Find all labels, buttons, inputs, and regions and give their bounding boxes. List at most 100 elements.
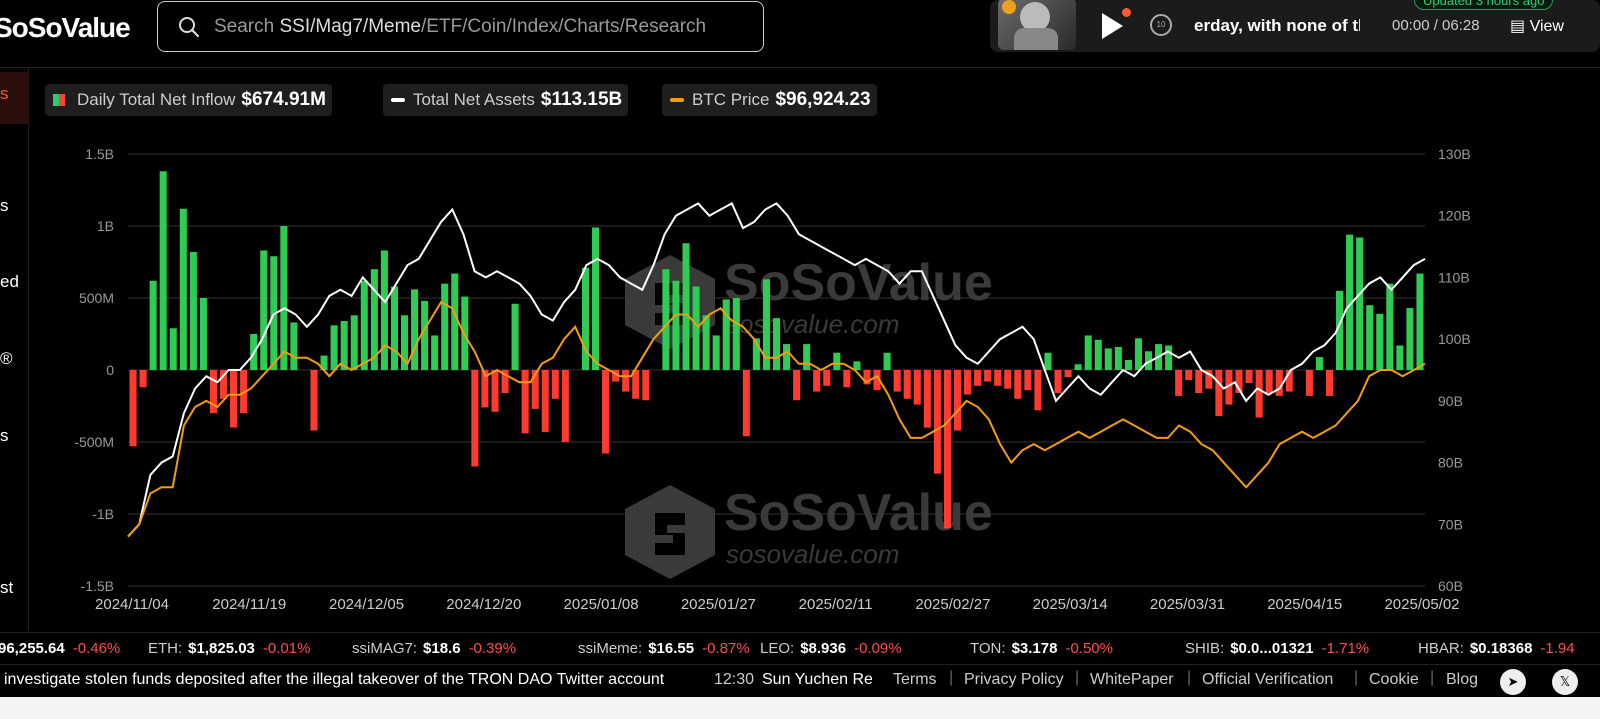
inflow-bar[interactable] [1275, 370, 1283, 396]
inflow-bar[interactable] [1215, 370, 1223, 417]
inflow-bar[interactable] [1114, 346, 1122, 370]
inflow-bar[interactable] [1315, 357, 1323, 370]
inflow-bar[interactable] [1175, 370, 1183, 396]
inflow-bar[interactable] [994, 370, 1002, 386]
inflow-bar[interactable] [1104, 348, 1112, 370]
inflow-bar[interactable] [672, 280, 680, 370]
footer-link-blog[interactable]: Blog [1446, 671, 1479, 688]
view-button[interactable]: ▤ View [1510, 18, 1564, 35]
inflow-bar[interactable] [149, 280, 157, 370]
ticker-item[interactable]: SHIB: $0.0...01321 -1.71% [1185, 640, 1369, 657]
inflow-bar[interactable] [873, 370, 881, 391]
inflow-bar[interactable] [320, 355, 328, 370]
inflow-bar[interactable] [682, 243, 690, 370]
inflow-bar[interactable] [1325, 370, 1334, 396]
inflow-bar[interactable] [541, 370, 549, 432]
inflow-bar[interactable] [943, 370, 951, 529]
inflow-bar[interactable] [843, 370, 851, 388]
footer-link-verification[interactable]: Official Verification [1202, 671, 1334, 688]
inflow-bar[interactable] [1255, 370, 1263, 418]
inflow-bar[interactable] [1406, 308, 1414, 370]
inflow-bar[interactable] [793, 370, 801, 401]
inflow-bar[interactable] [431, 335, 439, 370]
inflow-bar[interactable] [1386, 283, 1394, 370]
inflow-bar[interactable] [1144, 351, 1153, 370]
sidebar-item-5[interactable]: s [0, 426, 9, 445]
inflow-bar[interactable] [1004, 370, 1012, 389]
inflow-bar[interactable] [1024, 370, 1032, 391]
inflow-bar[interactable] [622, 370, 630, 392]
inflow-bar[interactable] [722, 299, 730, 370]
footer-link-cookie[interactable]: Cookie [1369, 671, 1419, 688]
inflow-bar[interactable] [501, 370, 509, 394]
inflow-bar[interactable] [290, 322, 298, 370]
ticker-item[interactable]: HBAR: $0.18368 -1.94 [1418, 640, 1575, 657]
inflow-bar[interactable] [632, 370, 640, 399]
sidebar-item-2[interactable]: s [0, 196, 9, 215]
inflow-bar[interactable] [752, 338, 760, 370]
inflow-bar[interactable] [1225, 370, 1233, 405]
inflow-bar[interactable] [1205, 370, 1213, 389]
legend-assets[interactable]: Total Net Assets $113.15B [383, 84, 629, 116]
inflow-bar[interactable] [1285, 370, 1293, 392]
footer-link-whitepaper[interactable]: WhitePaper [1090, 671, 1174, 688]
inflow-bar[interactable] [642, 370, 650, 401]
inflow-bar[interactable] [662, 269, 670, 370]
inflow-bar[interactable] [913, 370, 921, 405]
inflow-bar[interactable] [1044, 352, 1052, 370]
inflow-bar[interactable] [964, 370, 972, 395]
inflow-bar[interactable] [602, 370, 610, 454]
inflow-bar[interactable] [1054, 370, 1062, 394]
inflow-bar[interactable] [923, 370, 931, 428]
inflow-bar[interactable] [461, 296, 469, 370]
inflow-bar[interactable] [591, 227, 600, 370]
telegram-icon[interactable]: ➤ [1500, 669, 1526, 695]
inflow-bar[interactable] [1074, 364, 1082, 370]
ticker-item[interactable]: 96,255.64 -0.46% [0, 640, 120, 657]
sidebar-item-3[interactable]: ed [0, 272, 19, 291]
inflow-bar[interactable] [783, 344, 791, 370]
inflow-bar[interactable] [260, 250, 268, 370]
inflow-bar[interactable] [1376, 313, 1384, 370]
inflow-bar[interactable] [169, 328, 177, 370]
inflow-bar[interactable] [712, 335, 720, 370]
ticker-item[interactable]: LEO: $8.936 -0.09% [760, 640, 902, 657]
inflow-bar[interactable] [561, 370, 569, 442]
footer-link-privacy[interactable]: Privacy Policy [964, 671, 1064, 688]
inflow-bar[interactable] [1195, 370, 1203, 394]
inflow-bar[interactable] [551, 370, 559, 399]
sidebar-item-4[interactable]: ® [0, 349, 13, 368]
legend-inflow[interactable]: Daily Total Net Inflow $674.91M [45, 84, 332, 116]
ticker-item[interactable]: ETH: $1,825.03 -0.01% [148, 640, 310, 657]
inflow-bar[interactable] [400, 315, 409, 370]
inflow-bar[interactable] [863, 370, 871, 385]
inflow-bar[interactable] [441, 283, 449, 370]
inflow-bar[interactable] [370, 269, 378, 370]
sidebar-item-6[interactable]: st [0, 578, 14, 597]
inflow-bar[interactable] [451, 273, 459, 370]
inflow-bar[interactable] [1305, 370, 1313, 396]
inflow-bar[interactable] [481, 370, 489, 408]
inflow-bar[interactable] [1064, 370, 1072, 378]
inflow-bar[interactable] [903, 370, 911, 399]
inflow-bar[interactable] [1014, 370, 1022, 399]
inflow-bar[interactable] [270, 256, 278, 370]
inflow-bar[interactable] [1336, 290, 1344, 370]
inflow-bar[interactable] [340, 321, 348, 370]
inflow-bar[interactable] [189, 251, 197, 370]
sidebar-item-active[interactable]: s [0, 72, 29, 124]
inflow-bar[interactable] [1134, 338, 1142, 370]
inflow-bar[interactable] [1366, 305, 1374, 370]
inflow-bar[interactable] [350, 315, 358, 370]
inflow-bar[interactable] [139, 370, 147, 388]
inflow-bar[interactable] [853, 361, 861, 370]
rewind-10-icon[interactable]: 10 [1150, 14, 1172, 36]
news-headline-2[interactable]: Sun Yuchen Re [762, 671, 872, 688]
inflow-bar[interactable] [310, 370, 318, 431]
inflow-bar[interactable] [813, 370, 821, 392]
etf-flow-chart[interactable]: SoSoValue sosovalue.com SoSoValue sosova… [0, 140, 1600, 620]
x-icon[interactable]: 𝕏 [1552, 669, 1578, 695]
legend-btc[interactable]: BTC Price $96,924.23 [662, 84, 877, 116]
inflow-bar[interactable] [330, 325, 338, 370]
inflow-bar[interactable] [1165, 345, 1173, 370]
